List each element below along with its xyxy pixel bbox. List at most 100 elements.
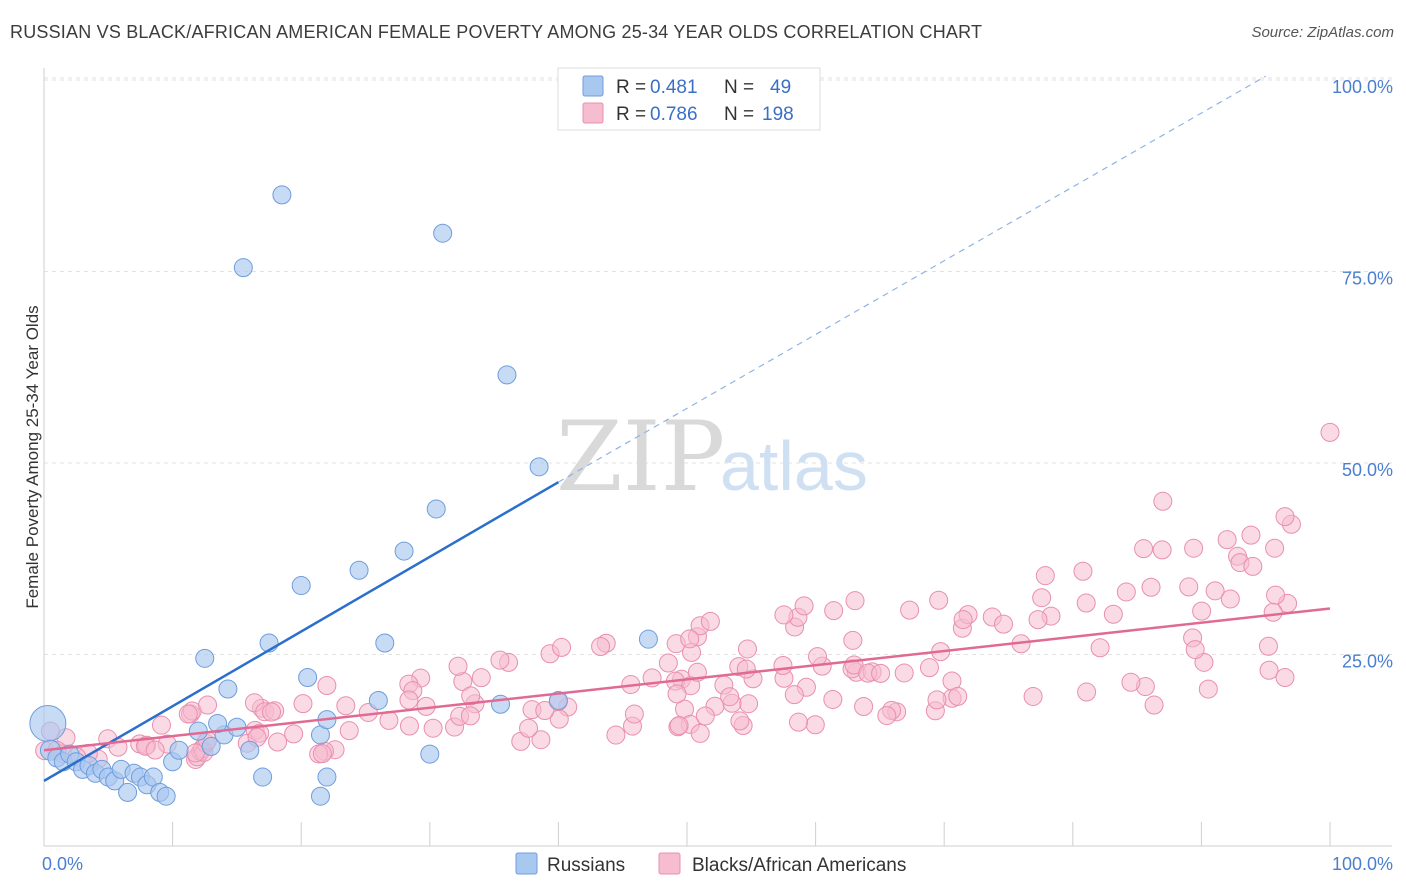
point-blacks: [845, 591, 865, 611]
legend-swatch-blacks: [582, 102, 604, 124]
point-blacks: [894, 663, 914, 683]
point-russians: [529, 457, 549, 477]
legend-swatch-russians: [582, 75, 604, 97]
point-blacks: [784, 685, 804, 705]
point-blacks: [1275, 667, 1295, 687]
point-blacks: [736, 659, 756, 679]
point-blacks: [1259, 660, 1279, 680]
x-tick-label-max: 100.0%: [1332, 854, 1393, 874]
point-blacks: [948, 686, 968, 706]
legend-n-label: N =: [724, 104, 754, 125]
point-blacks: [658, 653, 678, 673]
bottom-legend-russians: Russians: [547, 855, 625, 876]
point-russians: [638, 629, 658, 649]
point-blacks: [871, 663, 891, 683]
point-blacks: [312, 744, 332, 764]
point-blacks: [519, 718, 539, 738]
top-legend: R = 0.481 N = 49 R = 0.786 N = 198: [557, 67, 821, 131]
point-blacks: [1265, 538, 1285, 558]
point-blacks: [293, 694, 313, 714]
point-russians: [291, 576, 311, 596]
point-blacks: [339, 721, 359, 741]
point-blacks: [794, 596, 814, 616]
point-blacks: [1134, 539, 1154, 559]
point-blacks: [1258, 636, 1278, 656]
point-blacks: [151, 715, 171, 735]
point-blacks: [667, 684, 687, 704]
point-blacks: [606, 725, 626, 745]
point-blacks: [1035, 566, 1055, 586]
point-russians: [218, 679, 238, 699]
legend-n-label: N =: [724, 77, 754, 98]
point-russians: [394, 541, 414, 561]
point-blacks: [1116, 582, 1136, 602]
point-blacks: [336, 696, 356, 716]
trend-line-blacks: [43, 607, 1331, 752]
point-russians: [420, 744, 440, 764]
point-blacks: [900, 600, 920, 620]
point-blacks: [1077, 682, 1097, 702]
point-blacks: [1028, 610, 1048, 630]
point-blacks: [730, 711, 750, 731]
legend-n-value: 198: [762, 104, 794, 125]
watermark-atlas: atlas: [720, 427, 868, 505]
point-blacks: [1205, 581, 1225, 601]
source-label: Source: ZipAtlas.com: [1251, 24, 1394, 41]
y-tick-label: 50.0%: [1342, 460, 1393, 480]
point-russians: [310, 786, 330, 806]
point-blacks: [773, 656, 793, 676]
point-blacks: [423, 718, 443, 738]
point-blacks: [1241, 525, 1261, 545]
point-blacks: [145, 740, 165, 760]
point-blacks: [535, 701, 555, 721]
point-blacks: [624, 704, 644, 724]
point-russians: [29, 704, 67, 742]
point-blacks: [680, 629, 700, 649]
point-russians: [195, 648, 215, 668]
point-blacks: [284, 724, 304, 744]
point-blacks: [1153, 491, 1173, 511]
point-blacks: [1275, 507, 1295, 527]
point-blacks: [471, 668, 491, 688]
legend-r-value: 0.481: [650, 77, 698, 98]
point-blacks: [399, 690, 419, 710]
point-blacks: [720, 687, 740, 707]
point-blacks: [1103, 604, 1123, 624]
point-blacks: [877, 706, 897, 726]
point-blacks: [927, 690, 947, 710]
point-blacks: [317, 676, 337, 696]
point-russians: [188, 721, 208, 741]
legend-r-label: R =: [616, 104, 646, 125]
point-blacks: [460, 706, 480, 726]
point-russians: [497, 365, 517, 385]
point-blacks: [929, 590, 949, 610]
point-blacks: [669, 716, 689, 736]
point-blacks: [268, 732, 288, 752]
trend-lines: [43, 75, 1331, 782]
point-blacks: [1073, 561, 1093, 581]
trend-line-russians-extension: [558, 75, 1266, 483]
point-blacks: [1076, 593, 1096, 613]
point-blacks: [549, 709, 569, 729]
point-russians: [240, 740, 260, 760]
legend-r-value: 0.786: [650, 104, 698, 125]
series-blacks-points: [35, 422, 1340, 769]
watermark: ZIP atlas: [556, 401, 868, 513]
point-russians: [118, 782, 138, 802]
point-blacks: [843, 630, 863, 650]
point-russians: [169, 740, 189, 760]
point-blacks: [1263, 602, 1283, 622]
point-russians: [201, 736, 221, 756]
point-blacks: [448, 656, 468, 676]
point-blacks: [461, 686, 481, 706]
y-tick-label: 25.0%: [1342, 652, 1393, 672]
y-axis-label: Female Poverty Among 25-34 Year Olds: [23, 305, 42, 608]
bottom-legend-blacks: Blacks/African Americans: [692, 855, 906, 876]
point-russians: [433, 223, 453, 243]
point-russians: [317, 767, 337, 787]
point-blacks: [919, 658, 939, 678]
y-tick-labels: 25.0% 50.0% 75.0% 100.0%: [1332, 77, 1393, 672]
point-blacks: [531, 730, 551, 750]
point-blacks: [1121, 672, 1141, 692]
